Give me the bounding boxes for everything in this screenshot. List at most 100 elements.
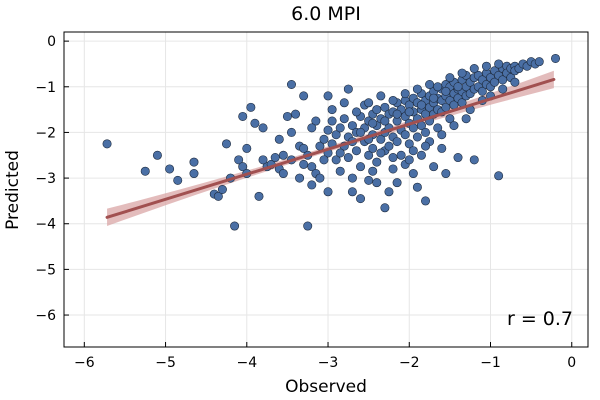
data-point — [392, 109, 402, 119]
data-point — [408, 169, 418, 179]
data-point — [364, 150, 374, 160]
data-point — [437, 143, 447, 153]
data-points — [102, 53, 561, 231]
data-point — [343, 153, 353, 163]
data-point — [299, 159, 309, 169]
data-point — [213, 191, 223, 201]
data-point — [311, 116, 321, 126]
data-point — [307, 180, 317, 190]
data-point — [238, 111, 248, 121]
data-point — [351, 146, 361, 156]
data-point — [189, 157, 199, 167]
data-point — [254, 191, 264, 201]
data-point — [173, 175, 183, 185]
data-point — [270, 153, 280, 163]
data-point — [286, 127, 296, 137]
data-point — [477, 86, 487, 96]
x-tick-label: 0 — [567, 355, 576, 371]
data-point — [299, 91, 309, 101]
data-point — [510, 77, 520, 87]
data-point — [384, 187, 394, 197]
data-point — [356, 127, 366, 137]
data-point — [376, 148, 386, 158]
data-point — [380, 116, 390, 126]
data-point — [461, 114, 471, 124]
data-point — [335, 123, 345, 133]
y-tick-label: −2 — [35, 125, 56, 141]
data-point — [351, 107, 361, 117]
data-point — [291, 109, 301, 119]
x-tick-label: −6 — [74, 355, 95, 371]
data-point — [274, 134, 284, 144]
data-point — [412, 182, 422, 192]
data-point — [258, 123, 268, 133]
x-axis-label: Observed — [285, 377, 367, 397]
data-point — [152, 150, 162, 160]
data-point — [469, 155, 479, 165]
data-point — [421, 196, 431, 206]
x-tick-label: −4 — [236, 355, 257, 371]
data-point — [388, 153, 398, 163]
data-point — [404, 155, 414, 165]
data-point — [319, 155, 329, 165]
data-point — [339, 114, 349, 124]
data-point — [303, 221, 313, 231]
data-point — [347, 187, 357, 197]
data-point — [278, 150, 288, 160]
data-point — [384, 141, 394, 151]
data-point — [412, 84, 422, 94]
x-tick-label: −5 — [155, 355, 176, 371]
data-point — [445, 73, 455, 83]
data-point — [368, 118, 378, 128]
data-point — [372, 157, 382, 167]
data-point — [429, 162, 439, 172]
plot-frame — [63, 31, 589, 348]
data-point — [457, 68, 467, 78]
data-point — [217, 185, 227, 195]
data-point — [441, 169, 451, 179]
data-point — [445, 114, 455, 124]
data-point — [368, 143, 378, 153]
data-point — [425, 80, 435, 90]
data-point — [295, 173, 305, 183]
data-point — [189, 169, 199, 179]
data-point — [299, 143, 309, 153]
data-point — [453, 153, 463, 163]
data-point — [416, 150, 426, 160]
data-point — [551, 53, 561, 63]
y-tick-label: −1 — [35, 80, 56, 96]
data-point — [258, 155, 268, 165]
data-point — [534, 57, 544, 67]
data-point — [221, 139, 231, 149]
data-point — [230, 221, 240, 231]
data-point — [242, 143, 252, 153]
data-point — [400, 130, 410, 140]
data-point — [433, 82, 443, 92]
data-point — [278, 169, 288, 179]
data-point — [356, 194, 366, 204]
data-point — [498, 84, 508, 94]
x-tick-label: −2 — [399, 355, 420, 371]
data-point — [339, 98, 349, 108]
data-point — [364, 98, 374, 108]
data-point — [102, 139, 112, 149]
data-point — [307, 123, 317, 133]
data-point — [319, 134, 329, 144]
data-point — [392, 137, 402, 147]
data-point — [494, 59, 504, 69]
data-point — [388, 164, 398, 174]
data-point — [498, 75, 508, 85]
y-axis-label: Predicted — [3, 150, 23, 230]
data-point — [412, 132, 422, 142]
data-point — [307, 162, 317, 172]
data-point — [234, 155, 244, 165]
data-point — [437, 130, 447, 140]
data-point — [449, 121, 459, 131]
data-point — [335, 166, 345, 176]
data-point — [165, 164, 175, 174]
data-point — [429, 93, 439, 103]
data-point — [323, 187, 333, 197]
data-point — [238, 162, 248, 172]
y-tick-label: −3 — [35, 171, 56, 187]
